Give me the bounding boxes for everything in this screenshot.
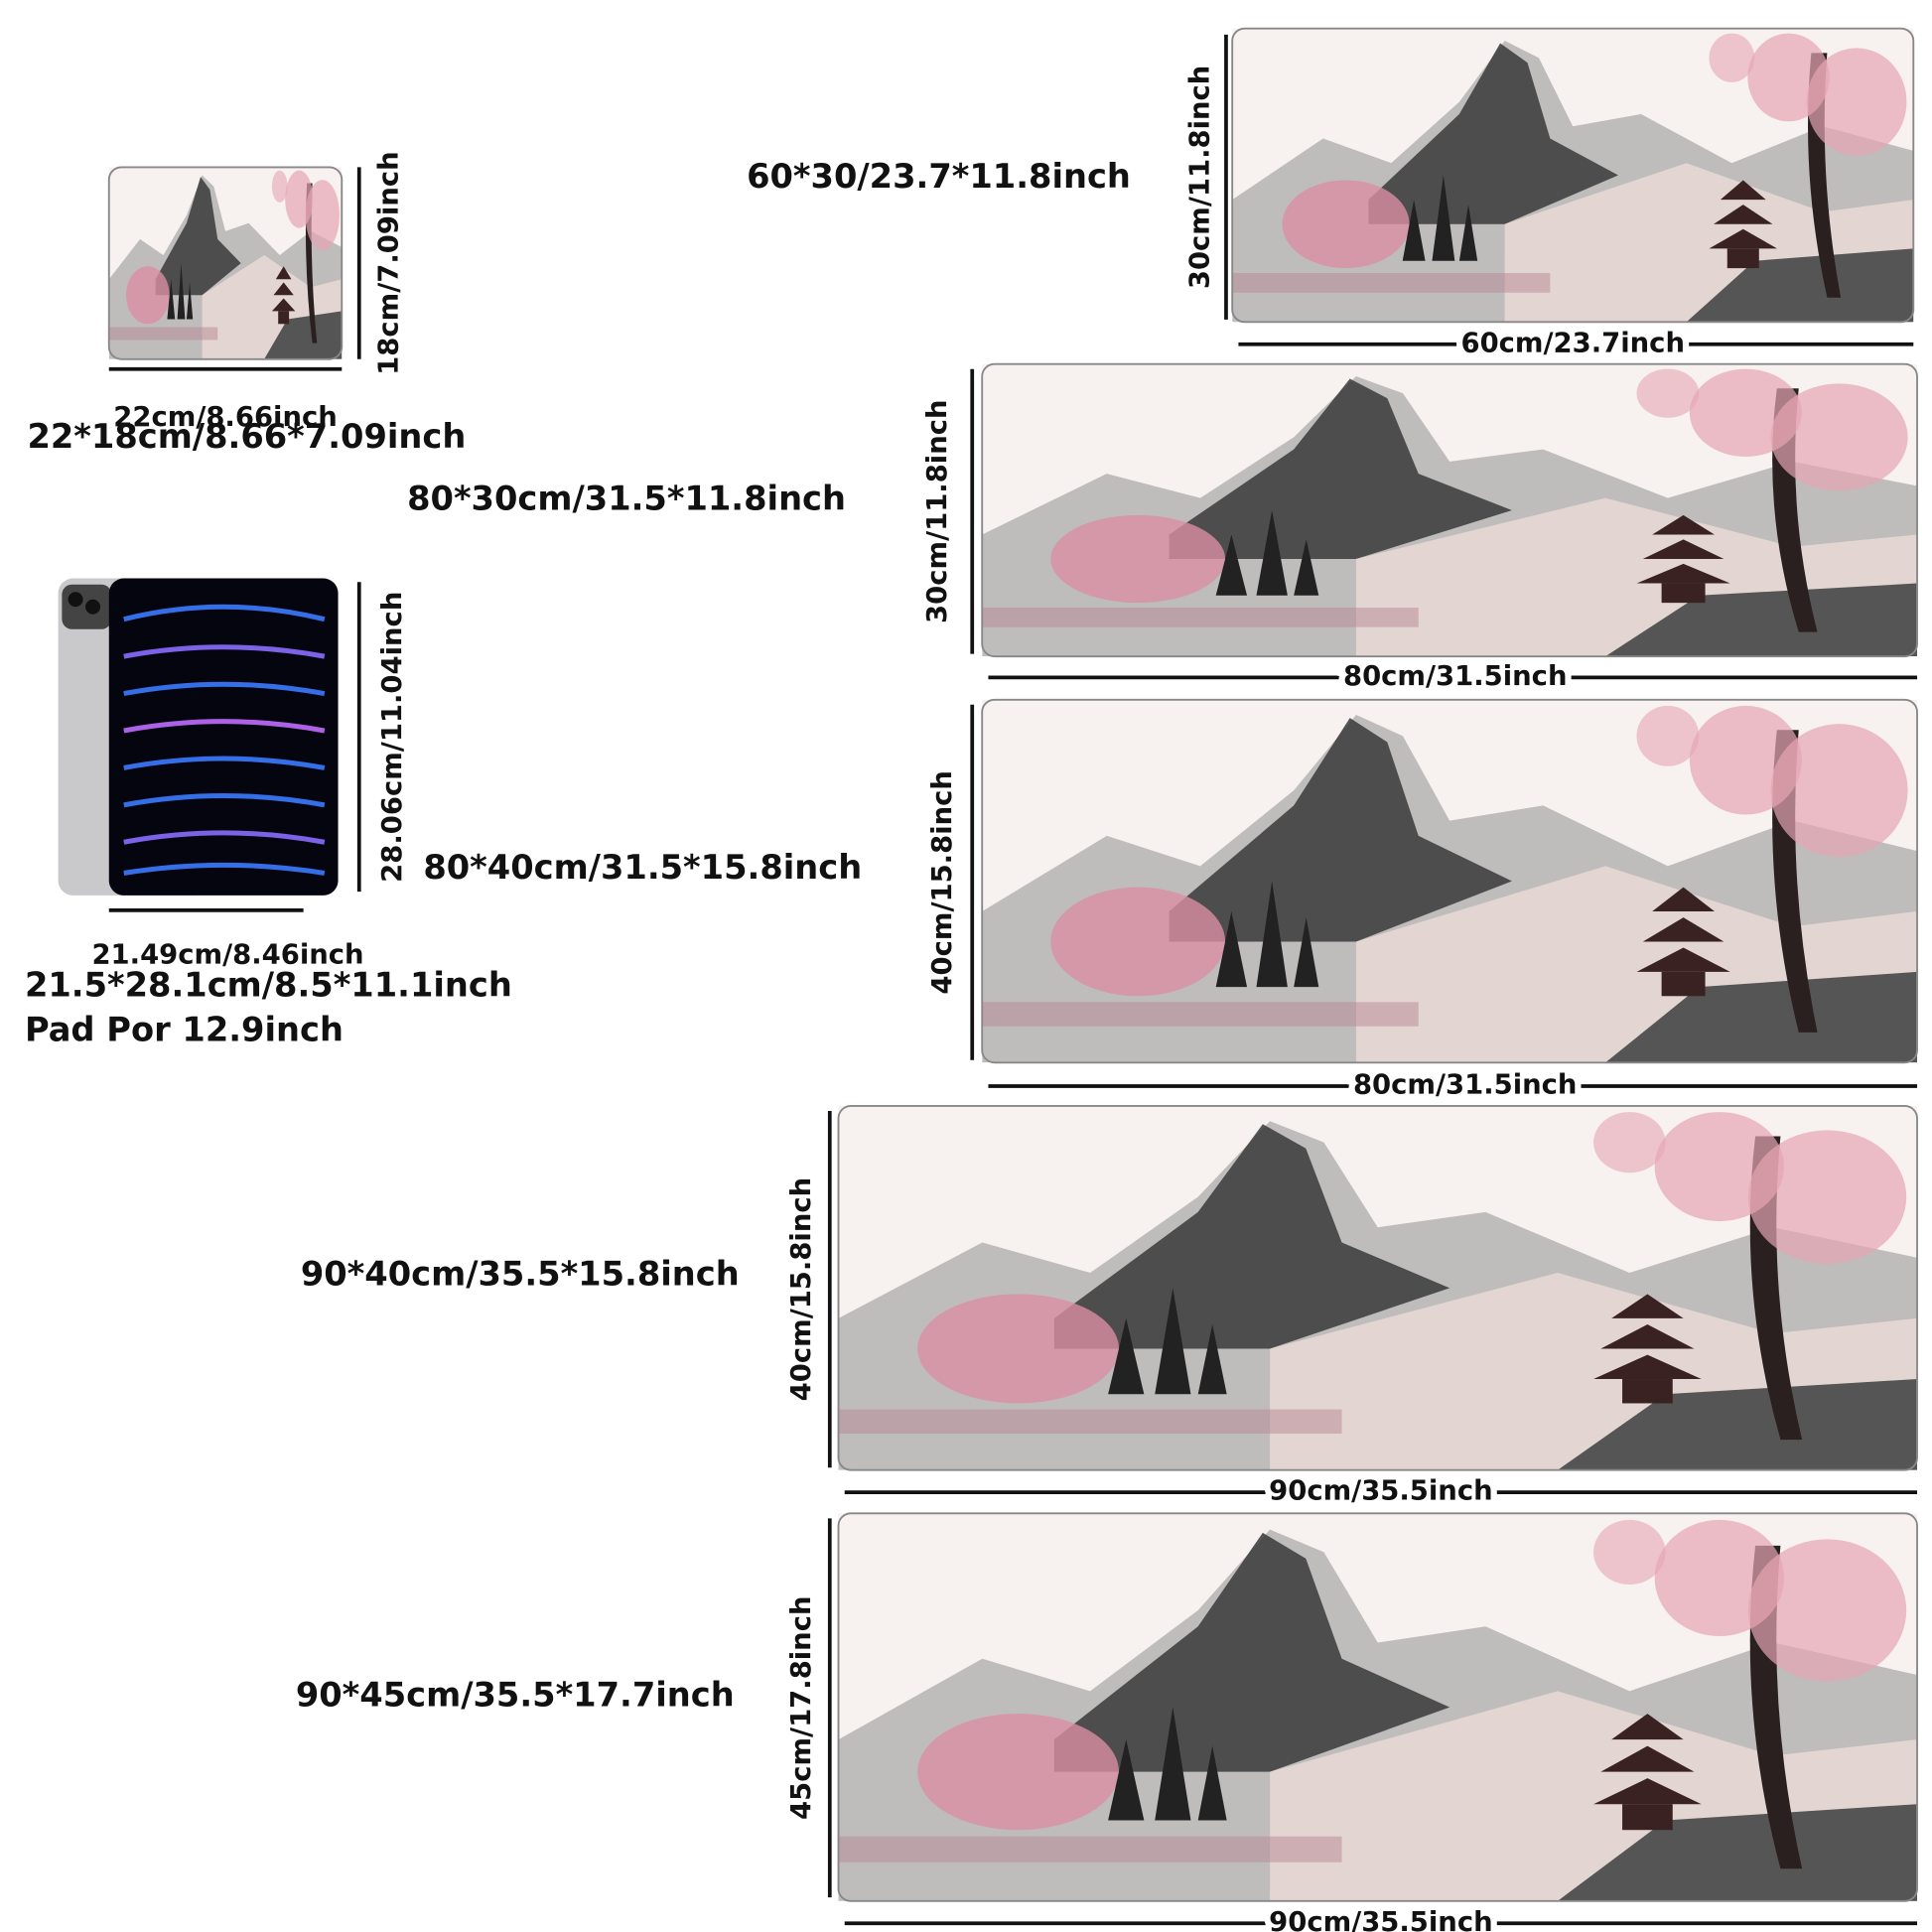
height-label: 45cm/17.8inch — [786, 1595, 817, 1820]
height-label: 30cm/11.8inch — [1185, 66, 1216, 290]
tablet-illustration — [58, 578, 339, 896]
height-label: 30cm/11.8inch — [922, 399, 953, 623]
size-caption: 80*30cm/31.5*11.8inch — [407, 479, 846, 517]
mousepad-image — [982, 699, 1918, 1063]
height-label: 40cm/15.8inch — [927, 770, 958, 995]
size-caption: 90*45cm/35.5*17.7inch — [296, 1675, 735, 1714]
mousepad-border — [981, 362, 1918, 658]
width-label: 22cm/8.66inch — [113, 402, 338, 433]
width-label: 90cm/35.5inch — [1269, 1476, 1493, 1507]
mousepad-image — [838, 1513, 1918, 1901]
height-label: 28.06cm/11.04inch — [377, 592, 408, 883]
mousepad-image — [982, 363, 1918, 657]
mousepad-border — [981, 698, 1918, 1064]
mousepad-image — [108, 167, 343, 359]
mousepad-border — [837, 1105, 1918, 1471]
width-label: 80cm/31.5inch — [1343, 661, 1568, 692]
mousepad-border — [837, 1512, 1918, 1902]
mousepad-image — [1232, 28, 1914, 323]
height-label: 40cm/15.8inch — [786, 1177, 817, 1402]
width-label: 60cm/23.7inch — [1460, 328, 1685, 358]
mousepad-image — [838, 1105, 1918, 1470]
size-caption: 22*18cm/8.66*7.09inch — [27, 417, 466, 456]
height-label: 18cm/7.09inch — [373, 151, 404, 374]
mousepad-border — [1231, 27, 1915, 324]
mousepad-border — [107, 166, 344, 360]
size-caption: 21.5*28.1cm/8.5*11.1inch — [25, 966, 512, 1005]
width-label: 80cm/31.5inch — [1353, 1070, 1578, 1101]
width-label: 90cm/35.5inch — [1269, 1907, 1493, 1932]
width-label: 21.49cm/8.46inch — [91, 940, 363, 971]
device-note: Pad Por 12.9inch — [25, 1011, 344, 1049]
size-caption: 60*30/23.7*11.8inch — [747, 157, 1131, 196]
size-caption: 90*40cm/35.5*15.8inch — [301, 1254, 740, 1293]
size-caption: 80*40cm/31.5*15.8inch — [423, 848, 862, 887]
